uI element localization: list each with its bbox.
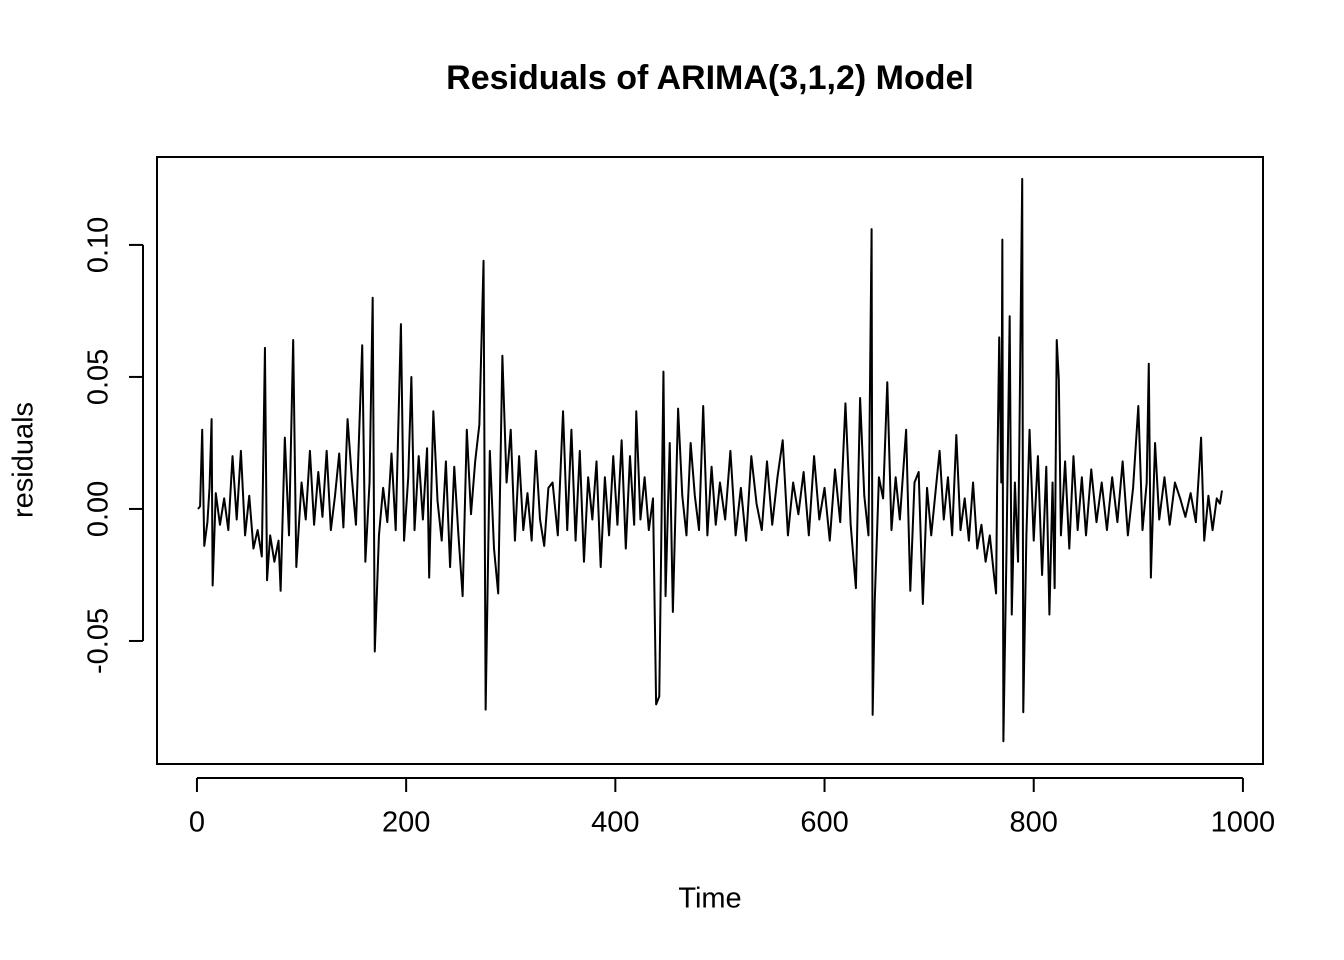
y-tick-label: 0.10	[83, 217, 115, 273]
x-tick-label: 400	[591, 807, 639, 839]
x-axis-label: Time	[678, 883, 741, 915]
y-tick-label: 0.05	[83, 349, 115, 405]
x-tick-label: 1000	[1211, 807, 1276, 839]
y-tick-label: -0.05	[83, 608, 115, 674]
x-tick-label: 600	[800, 807, 848, 839]
x-tick-label: 0	[189, 807, 205, 839]
x-tick-label: 200	[382, 807, 430, 839]
residual-line	[197, 177, 1223, 743]
y-tick-label: 0.00	[83, 481, 115, 537]
plot-frame	[156, 156, 1264, 765]
chart-title: Residuals of ARIMA(3,1,2) Model	[446, 59, 974, 97]
y-axis-label: residuals	[8, 402, 40, 518]
x-tick-label: 800	[1010, 807, 1058, 839]
